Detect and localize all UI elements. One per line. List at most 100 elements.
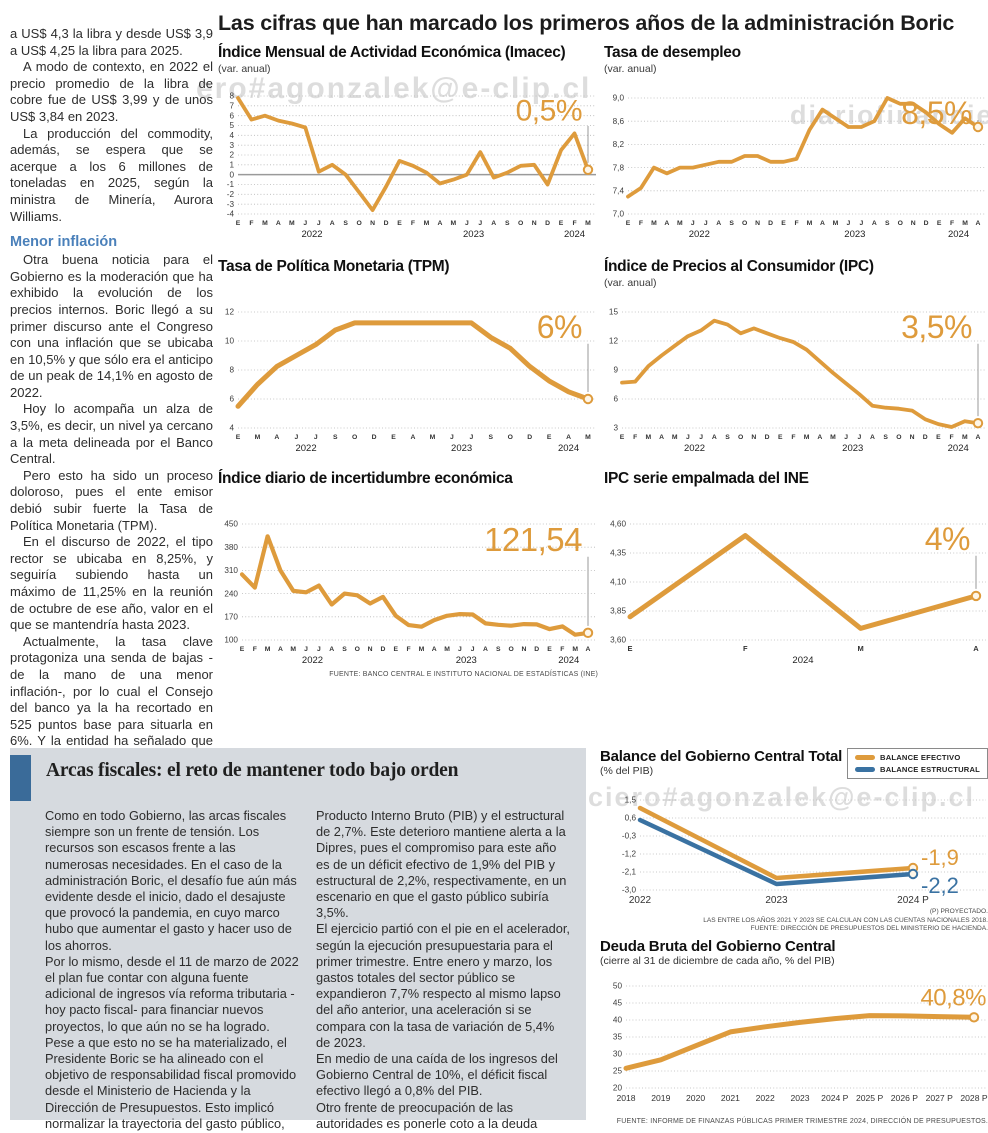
- paragraph: La producción del commodity, además, se …: [10, 125, 213, 224]
- svg-text:N: N: [751, 434, 756, 441]
- paragraph: En medio de una caída de los ingresos de…: [316, 1051, 558, 1099]
- svg-text:S: S: [342, 646, 347, 653]
- svg-text:F: F: [950, 220, 954, 227]
- svg-text:6: 6: [613, 395, 618, 404]
- series-line: [235, 320, 591, 409]
- svg-text:2028 P: 2028 P: [960, 1093, 988, 1103]
- svg-text:S: S: [505, 220, 510, 227]
- series-line: [620, 318, 980, 429]
- line-chart-svg: 4,60 4,35 4,10 3,85 3,60 4% E F M A 2024: [610, 520, 986, 666]
- svg-text:A: A: [276, 220, 281, 227]
- svg-text:D: D: [527, 434, 532, 441]
- svg-text:7: 7: [229, 102, 234, 111]
- svg-text:N: N: [370, 220, 375, 227]
- svg-text:-4: -4: [227, 210, 235, 219]
- paragraph: Pese a que esto no se ha materializado, …: [45, 1034, 298, 1133]
- chart-title: Índice de Precios al Consumidor (IPC): [604, 258, 874, 275]
- svg-text:S: S: [333, 434, 338, 441]
- chart-title: Tasa de Política Monetaria (TPM): [218, 258, 450, 275]
- svg-text:2024 P: 2024 P: [821, 1093, 849, 1103]
- svg-text:E: E: [620, 434, 625, 441]
- svg-text:A: A: [432, 646, 437, 653]
- svg-text:D: D: [381, 646, 386, 653]
- series-line: [627, 533, 979, 631]
- article-intro-paragraphs: a US$ 4,3 la libra y desde US$ 3,9 a US$…: [10, 26, 213, 225]
- desempleo-line-chart: 9,0 8,6 8,2 7,8 7,4 7,0 8,5% E F M A M J J A S O N D E F M A M J…: [604, 92, 988, 247]
- svg-text:E: E: [781, 220, 786, 227]
- svg-text:J: J: [857, 434, 861, 441]
- svg-text:F: F: [411, 220, 415, 227]
- line-chart-svg: 9,08,68,27,87,47,08,5%E F M A M J J A S O N D E F M A M J…: [613, 94, 986, 240]
- chart-subtitle: (var. anual): [604, 277, 657, 289]
- svg-text:2022: 2022: [301, 229, 322, 240]
- final-value-label: 3,5%: [901, 309, 972, 345]
- svg-text:A: A: [817, 434, 822, 441]
- svg-text:-1: -1: [227, 180, 235, 189]
- svg-text:J: J: [846, 220, 850, 227]
- svg-text:A: A: [278, 646, 283, 653]
- svg-text:J: J: [450, 434, 454, 441]
- series-line: [626, 96, 980, 199]
- svg-text:M: M: [807, 220, 813, 227]
- svg-text:A: A: [483, 646, 488, 653]
- svg-text:M: M: [585, 220, 591, 227]
- svg-text:M: M: [572, 646, 578, 653]
- final-value-marker: [972, 121, 984, 133]
- ipc-empalmada-line-chart: 4,60 4,35 4,10 3,85 3,60 4% E F M A 2024: [604, 518, 988, 673]
- svg-text:2022: 2022: [629, 895, 652, 906]
- svg-text:1,5: 1,5: [625, 796, 637, 805]
- svg-text:A: A: [820, 220, 825, 227]
- svg-text:M: M: [651, 220, 657, 227]
- svg-text:2020: 2020: [686, 1093, 705, 1103]
- svg-text:J: J: [317, 220, 321, 227]
- svg-text:E: E: [626, 220, 631, 227]
- final-value-label: 6%: [537, 309, 582, 345]
- chart-card-desempleo: Tasa de desempleo (var. anual) 9,0 8,6 8,2…: [604, 44, 988, 256]
- balance-line-chart: 1,5 0,6 -0,3 -1,2 -2,1 -3,0 -1,9 -2,2 2022 2023 20…: [600, 792, 988, 915]
- svg-text:D: D: [534, 646, 539, 653]
- chart-legend: BALANCE EFECTIVO BALANCE ESTRUCTURAL: [847, 748, 988, 779]
- svg-text:M: M: [672, 434, 678, 441]
- svg-text:E: E: [391, 434, 396, 441]
- svg-text:M: M: [677, 220, 683, 227]
- article-subhead: Menor inflación: [10, 234, 118, 251]
- svg-text:2021: 2021: [721, 1093, 740, 1103]
- svg-text:A: A: [976, 220, 981, 227]
- svg-text:E: E: [240, 646, 245, 653]
- svg-text:-3,0: -3,0: [622, 886, 637, 895]
- svg-text:2023: 2023: [456, 655, 477, 666]
- svg-text:1: 1: [229, 161, 234, 170]
- chart-title: Tasa de desempleo: [604, 44, 741, 61]
- final-value-marker: [582, 627, 594, 639]
- svg-text:A: A: [274, 434, 279, 441]
- svg-text:A: A: [712, 434, 717, 441]
- series-line: [623, 1013, 977, 1071]
- svg-text:J: J: [469, 434, 473, 441]
- svg-text:8,6: 8,6: [613, 117, 625, 126]
- svg-text:2022: 2022: [756, 1093, 775, 1103]
- svg-text:M: M: [430, 434, 436, 441]
- chart-title: Índice diario de incertidumbre económica: [218, 470, 513, 487]
- paragraph: Otro frente de preocupación de las autor…: [316, 1099, 552, 1133]
- paragraph: En el discurso de 2022, el tipo rector s…: [10, 534, 213, 633]
- svg-text:3: 3: [229, 141, 234, 150]
- svg-text:7,0: 7,0: [613, 210, 625, 219]
- svg-text:J: J: [471, 646, 475, 653]
- watermark: diariofinanciero#agonzalek@e-clip.cl: [790, 100, 988, 130]
- svg-text:D: D: [924, 220, 929, 227]
- svg-text:-2: -2: [227, 190, 235, 199]
- svg-text:A: A: [437, 220, 442, 227]
- svg-text:6: 6: [229, 395, 234, 404]
- svg-text:M: M: [290, 646, 296, 653]
- svg-text:A: A: [566, 434, 571, 441]
- svg-text:F: F: [407, 646, 411, 653]
- chart-title: Índice Mensual de Actividad Económica (I…: [218, 44, 566, 61]
- svg-text:O: O: [508, 646, 513, 653]
- legend-label: BALANCE ESTRUCTURAL: [880, 765, 980, 774]
- svg-text:2024: 2024: [792, 655, 813, 666]
- series-line: [637, 805, 916, 881]
- svg-text:N: N: [368, 646, 373, 653]
- svg-text:M: M: [419, 646, 425, 653]
- svg-text:-3: -3: [227, 200, 235, 209]
